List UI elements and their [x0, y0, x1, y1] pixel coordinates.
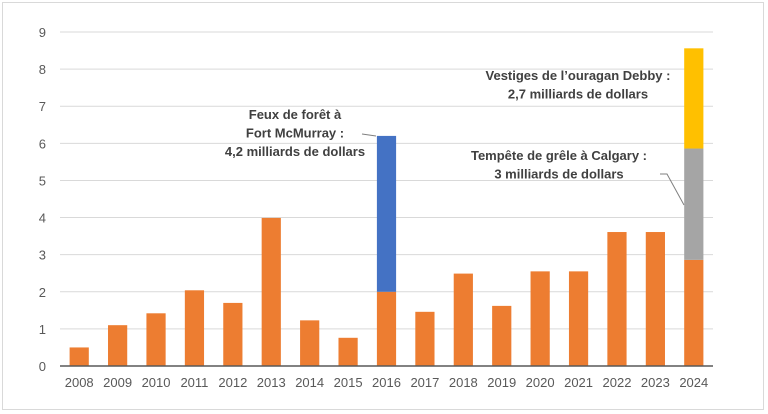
x-tick-label: 2018: [449, 375, 478, 390]
y-tick-label: 4: [39, 211, 46, 226]
x-tick-label: 2022: [603, 375, 632, 390]
bar-segment: [530, 271, 550, 366]
bar-segment: [645, 232, 665, 366]
y-tick-label: 5: [39, 173, 46, 188]
bar-segment: [184, 290, 205, 366]
chart-frame: [2, 2, 764, 410]
bar-segment: [261, 217, 281, 366]
x-tick-label: 2023: [641, 375, 670, 390]
annotation-label: Tempête de grêle à Calgary :: [471, 148, 647, 163]
y-tick-label: 2: [39, 285, 46, 300]
bar-segment: [108, 325, 128, 366]
bar-segment: [492, 305, 512, 366]
y-tick-label: 9: [39, 25, 46, 40]
bar-segment: [684, 148, 704, 260]
annotation-label: 4,2 milliards de dollars: [225, 144, 365, 159]
y-tick-label: 3: [39, 248, 46, 263]
bar-segment: [338, 337, 358, 366]
y-tick-label: 6: [39, 136, 46, 151]
x-tick-label: 2009: [103, 375, 132, 390]
x-tick-label: 2020: [526, 375, 555, 390]
x-tick-label: 2019: [487, 375, 516, 390]
y-tick-label: 1: [39, 322, 46, 337]
bar-segment: [453, 273, 473, 366]
bar-segment: [415, 311, 435, 366]
x-tick-label: 2021: [564, 375, 593, 390]
x-tick-label: 2008: [65, 375, 94, 390]
annotation-leader-line: [660, 173, 685, 206]
annotation-leader-line: [361, 133, 377, 137]
x-tick-label: 2013: [257, 375, 286, 390]
bar-segment: [300, 320, 320, 366]
x-tick-label: 2017: [410, 375, 439, 390]
bar-segment: [223, 302, 243, 366]
bar-segment: [376, 135, 397, 292]
bar-segment: [69, 347, 89, 366]
y-tick-label: 0: [39, 359, 46, 374]
bar-segment: [607, 232, 627, 366]
annotation-label: 2,7 milliards de dollars: [508, 87, 648, 102]
x-tick-label: 2012: [218, 375, 247, 390]
bar-segment: [146, 313, 166, 366]
x-tick-label: 2015: [334, 375, 363, 390]
bar-segment: [568, 271, 589, 366]
x-tick-label: 2016: [372, 375, 401, 390]
y-tick-label: 7: [39, 99, 46, 114]
x-tick-label: 2011: [180, 375, 208, 390]
x-tick-label: 2024: [679, 375, 708, 390]
annotation-label: Vestiges de l’ouragan Debby :: [486, 68, 671, 83]
x-tick-label: 2014: [295, 375, 324, 390]
bar-segment: [684, 259, 704, 366]
annotation-label: Fort McMurray :: [246, 126, 344, 141]
annotation-label: 3 milliards de dollars: [494, 167, 623, 182]
bar-segment: [376, 291, 397, 366]
bar-segment: [684, 48, 704, 149]
x-tick-label: 2010: [142, 375, 171, 390]
y-tick-label: 8: [39, 62, 46, 77]
annotation-label: Feux de forêt à: [249, 107, 342, 122]
